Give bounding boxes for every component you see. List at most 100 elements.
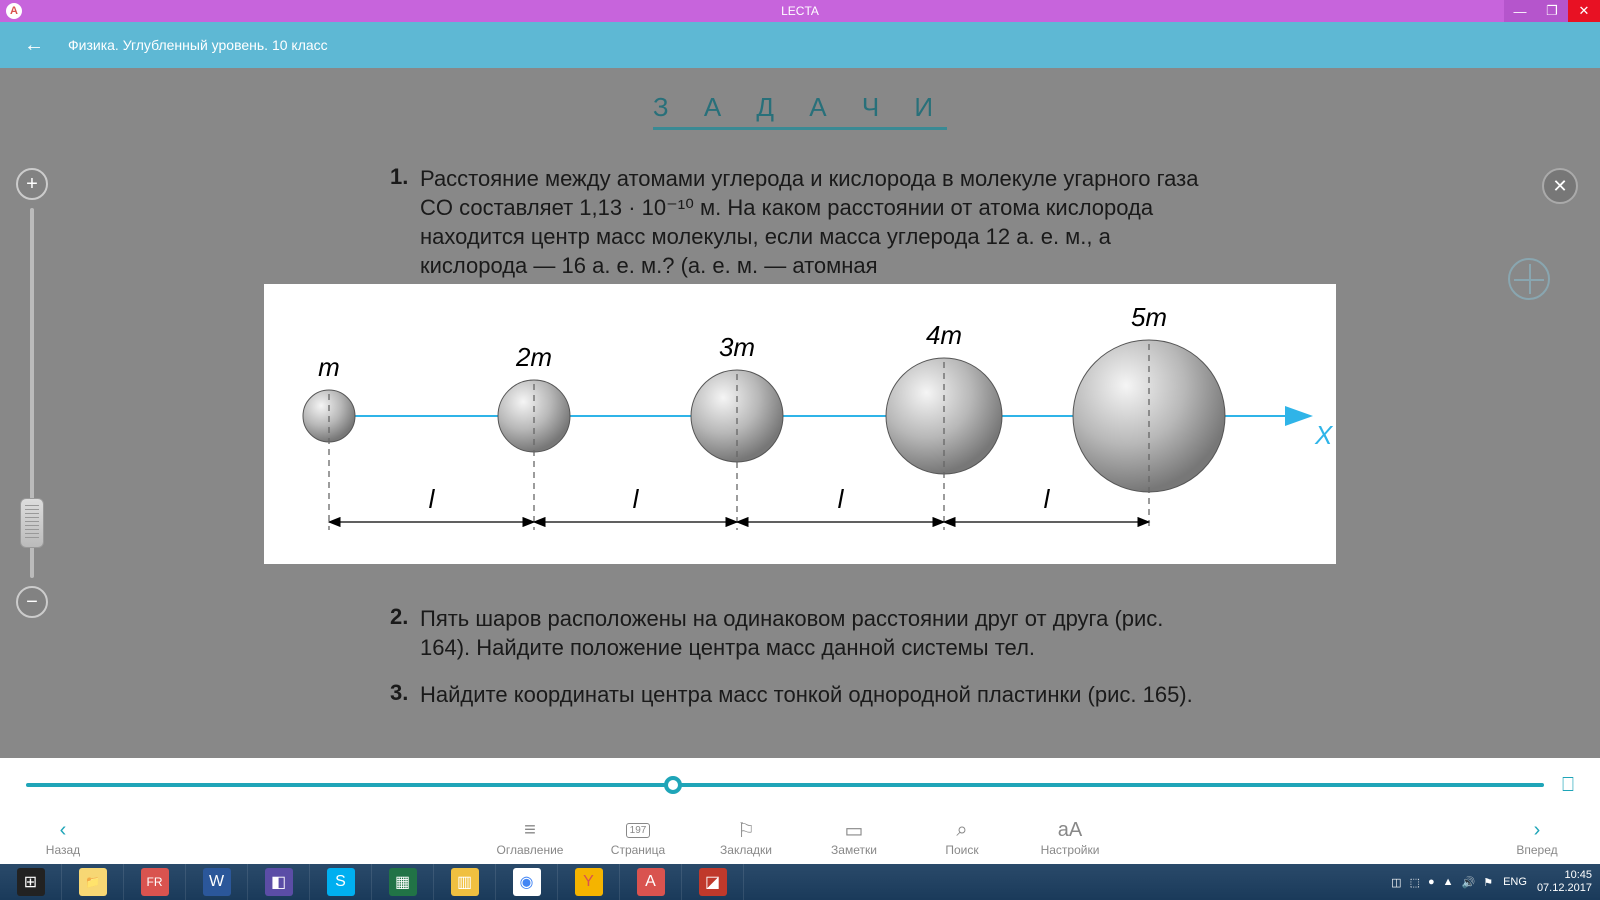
nav-label: Заметки bbox=[831, 843, 877, 857]
nav-label: Настройки bbox=[1041, 843, 1100, 857]
taskbar-app-0[interactable]: ⊞ bbox=[0, 864, 62, 900]
svg-text:3m: 3m bbox=[719, 332, 755, 362]
app-icon: 📁 bbox=[79, 868, 107, 896]
page-icon: 197 bbox=[626, 819, 651, 841]
app-icon: ▦ bbox=[389, 868, 417, 896]
tray-icon[interactable]: 🔊 bbox=[1462, 876, 1476, 889]
problem-text: Пять шаров расположены на одинаковом рас… bbox=[420, 604, 1210, 662]
app-icon: ◪ bbox=[699, 868, 727, 896]
zoom-slider-handle[interactable] bbox=[20, 498, 44, 548]
bottom-toolbar: ‹ Назад ≡ Оглавление 197 Страница ⚐ Закладки ▭… bbox=[0, 812, 1600, 864]
book-title: Физика. Углубленный уровень. 10 класс bbox=[68, 37, 328, 53]
svg-text:l: l bbox=[1044, 484, 1051, 514]
taskbar-app-3[interactable]: W bbox=[186, 864, 248, 900]
nav-label: Оглавление bbox=[497, 843, 564, 857]
tray-icon[interactable]: ● bbox=[1428, 876, 1435, 889]
keyboard-lang[interactable]: ENG bbox=[1503, 876, 1527, 888]
close-overlay-button[interactable]: ✕ bbox=[1542, 168, 1578, 204]
window-titlebar: A LECTA — ❐ ✕ bbox=[0, 0, 1600, 22]
taskbar-app-9[interactable]: Y bbox=[558, 864, 620, 900]
system-tray: ◫ ⬚ ● ▲ 🔊 ⚑ ENG 10:45 07.12.2017 bbox=[1391, 869, 1600, 895]
zoom-controls: + − bbox=[16, 168, 48, 618]
taskbar-app-2[interactable]: FR bbox=[124, 864, 186, 900]
svg-text:5m: 5m bbox=[1131, 302, 1167, 332]
svg-text:l: l bbox=[633, 484, 640, 514]
app-icon: ⊞ bbox=[17, 868, 45, 896]
problem-text: Найдите координаты центра масс тонкой од… bbox=[420, 680, 1193, 709]
back-arrow-icon[interactable]: ← bbox=[24, 34, 44, 57]
tray-icon[interactable]: ⚑ bbox=[1483, 876, 1493, 889]
tray-icon[interactable]: ⬚ bbox=[1410, 876, 1420, 889]
progress-thumb[interactable] bbox=[664, 776, 682, 794]
windows-taskbar: ⊞ 📁 FR W ◧ S ▦ ▥ ◉ Y A ◪ ◫ ⬚ ● ▲ 🔊 ⚑ ENG 10:45 07.12.201… bbox=[0, 864, 1600, 900]
page-title: З А Д А Ч И bbox=[653, 92, 947, 130]
window-title: LECTA bbox=[781, 4, 819, 18]
app-header: ← Физика. Углубленный уровень. 10 класс bbox=[0, 22, 1600, 68]
zoom-slider-track[interactable] bbox=[30, 208, 34, 578]
settings-icon: aA bbox=[1058, 819, 1082, 841]
taskbar-app-11[interactable]: ◪ bbox=[682, 864, 744, 900]
minimize-button[interactable]: — bbox=[1504, 0, 1536, 22]
nav-page-button[interactable]: 197 Страница bbox=[603, 819, 673, 857]
svg-text:l: l bbox=[429, 484, 436, 514]
taskbar-app-10[interactable]: A bbox=[620, 864, 682, 900]
nav-notes-button[interactable]: ▭ Заметки bbox=[819, 819, 889, 857]
clock[interactable]: 10:45 07.12.2017 bbox=[1537, 869, 1592, 895]
zoom-out-button[interactable]: − bbox=[16, 586, 48, 618]
taskbar-app-8[interactable]: ◉ bbox=[496, 864, 558, 900]
app-icon: A bbox=[637, 868, 665, 896]
nav-label: Поиск bbox=[945, 843, 978, 857]
svg-text:m: m bbox=[318, 352, 340, 382]
search-icon: ⌕ bbox=[956, 819, 967, 841]
app-icon: ◉ bbox=[513, 868, 541, 896]
nav-label: Назад bbox=[46, 843, 80, 857]
nav-bookmarks-button[interactable]: ⚐ Закладки bbox=[711, 819, 781, 857]
zoom-in-button[interactable]: + bbox=[16, 168, 48, 200]
app-icon: A bbox=[6, 3, 22, 19]
nav-forward-button[interactable]: › Вперед bbox=[1502, 819, 1572, 857]
problem-number: 2. bbox=[390, 604, 420, 662]
problem-item: 1. Расстояние между атомами углерода и к… bbox=[390, 164, 1210, 280]
app-icon: S bbox=[327, 868, 355, 896]
notes-icon: ▭ bbox=[845, 819, 864, 841]
problem-item: 2. Пять шаров расположены на одинаковом … bbox=[390, 604, 1210, 662]
content-area: + − ✕ З А Д А Ч И 1. Расстояние между ат… bbox=[0, 68, 1600, 758]
reading-progress-bar: ⎕ bbox=[0, 758, 1600, 812]
tray-icon[interactable]: ◫ bbox=[1391, 876, 1401, 889]
nav-settings-button[interactable]: aA Настройки bbox=[1035, 819, 1105, 857]
bookmark-ribbon-icon[interactable]: ⎕ bbox=[1562, 774, 1574, 797]
svg-text:4m: 4m bbox=[926, 320, 962, 350]
problem-text: Расстояние между атомами углерода и кисл… bbox=[420, 164, 1210, 280]
app-icon: W bbox=[203, 868, 231, 896]
tray-icon[interactable]: ▲ bbox=[1443, 876, 1454, 889]
app-icon: Y bbox=[575, 868, 603, 896]
problem-number: 3. bbox=[390, 680, 420, 709]
app-icon: ◧ bbox=[265, 868, 293, 896]
svg-text:l: l bbox=[838, 484, 845, 514]
nav-label: Вперед bbox=[1516, 843, 1557, 857]
problem-item: 3. Найдите координаты центра масс тонкой… bbox=[390, 680, 1210, 709]
physics-diagram: Xm 2m 3m 4m 5m l l l l bbox=[264, 284, 1336, 564]
problem-number: 1. bbox=[390, 164, 420, 280]
taskbar-app-7[interactable]: ▥ bbox=[434, 864, 496, 900]
progress-track[interactable] bbox=[26, 783, 1544, 787]
window-close-button[interactable]: ✕ bbox=[1568, 0, 1600, 22]
taskbar-app-1[interactable]: 📁 bbox=[62, 864, 124, 900]
globe-watermark-icon bbox=[1508, 258, 1550, 300]
svg-text:2m: 2m bbox=[515, 342, 552, 372]
nav-back-button[interactable]: ‹ Назад bbox=[28, 819, 98, 857]
svg-text:X: X bbox=[1314, 420, 1334, 450]
nav-label: Страница bbox=[611, 843, 665, 857]
app-icon: ▥ bbox=[451, 868, 479, 896]
chevron-right-icon: › bbox=[1534, 819, 1541, 841]
nav-label: Закладки bbox=[720, 843, 772, 857]
bookmarks-icon: ⚐ bbox=[737, 819, 755, 841]
maximize-button[interactable]: ❐ bbox=[1536, 0, 1568, 22]
app-icon: FR bbox=[141, 868, 169, 896]
taskbar-app-4[interactable]: ◧ bbox=[248, 864, 310, 900]
toc-icon: ≡ bbox=[524, 819, 536, 841]
taskbar-app-6[interactable]: ▦ bbox=[372, 864, 434, 900]
nav-toc-button[interactable]: ≡ Оглавление bbox=[495, 819, 565, 857]
nav-search-button[interactable]: ⌕ Поиск bbox=[927, 819, 997, 857]
taskbar-app-5[interactable]: S bbox=[310, 864, 372, 900]
